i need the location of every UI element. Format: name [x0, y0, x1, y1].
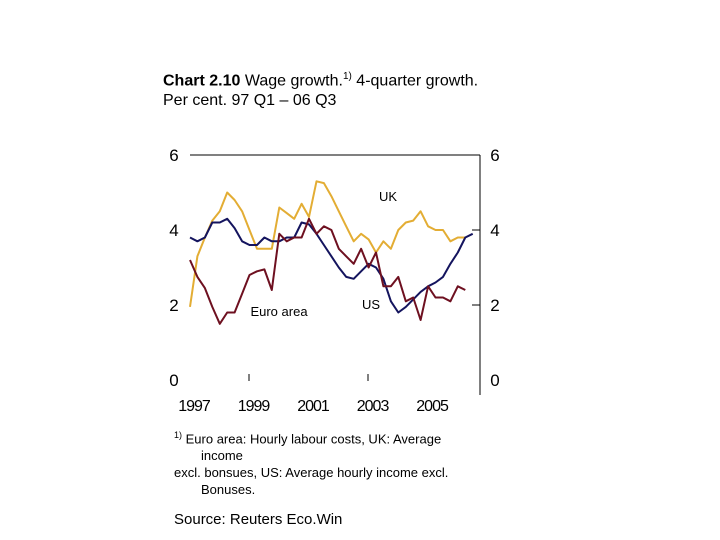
- series-line-us: [189, 217, 474, 314]
- footnote-marker: 1): [342, 71, 352, 82]
- y-tick-label-left: 4: [169, 221, 178, 240]
- footnote-line: excl. bonsues, US: Average hourly income…: [174, 465, 449, 481]
- y-tick-label-left: 0: [169, 371, 178, 390]
- series-label: US: [362, 297, 380, 312]
- x-tick-label: 1999: [238, 398, 271, 415]
- x-tick-label: 1997: [178, 398, 211, 415]
- y-tick-label-right: 0: [490, 371, 499, 390]
- series-line-euro-area: [189, 217, 466, 325]
- footnote: 1) Euro area: Hourly labour costs, UK: A…: [174, 427, 494, 498]
- title-text-2: 4-quarter growth.: [351, 72, 479, 90]
- series-line-uk: [189, 180, 466, 308]
- footnote-line: Euro area: Hourly labour costs, UK: Aver…: [182, 431, 442, 447]
- series-label: Euro area: [250, 304, 308, 319]
- footnote-sup: 1): [174, 430, 183, 440]
- title-text: Wage growth.: [240, 72, 343, 90]
- chart-title: Chart 2.10 Wage growth.1) 4-quarter grow…: [163, 67, 503, 111]
- x-tick-label: 2003: [357, 398, 390, 415]
- y-tick-label-right: 6: [490, 146, 499, 165]
- chart-subtitle: Per cent. 97 Q1 – 06 Q3: [163, 92, 337, 110]
- series-label: UK: [379, 189, 397, 204]
- y-tick-label-left: 6: [169, 146, 178, 165]
- footnote-line: Bonuses.: [201, 482, 256, 498]
- y-tick-label-left: 2: [169, 296, 178, 315]
- y-tick-label-right: 2: [490, 296, 499, 315]
- source-note: Source: Reuters Eco.Win: [174, 511, 343, 528]
- footnote-line: income: [201, 448, 243, 464]
- x-tick-label: 2005: [416, 398, 449, 415]
- y-tick-label-right: 4: [490, 221, 499, 240]
- chart-number: Chart 2.10: [163, 72, 241, 90]
- x-tick-label: 2001: [297, 398, 330, 415]
